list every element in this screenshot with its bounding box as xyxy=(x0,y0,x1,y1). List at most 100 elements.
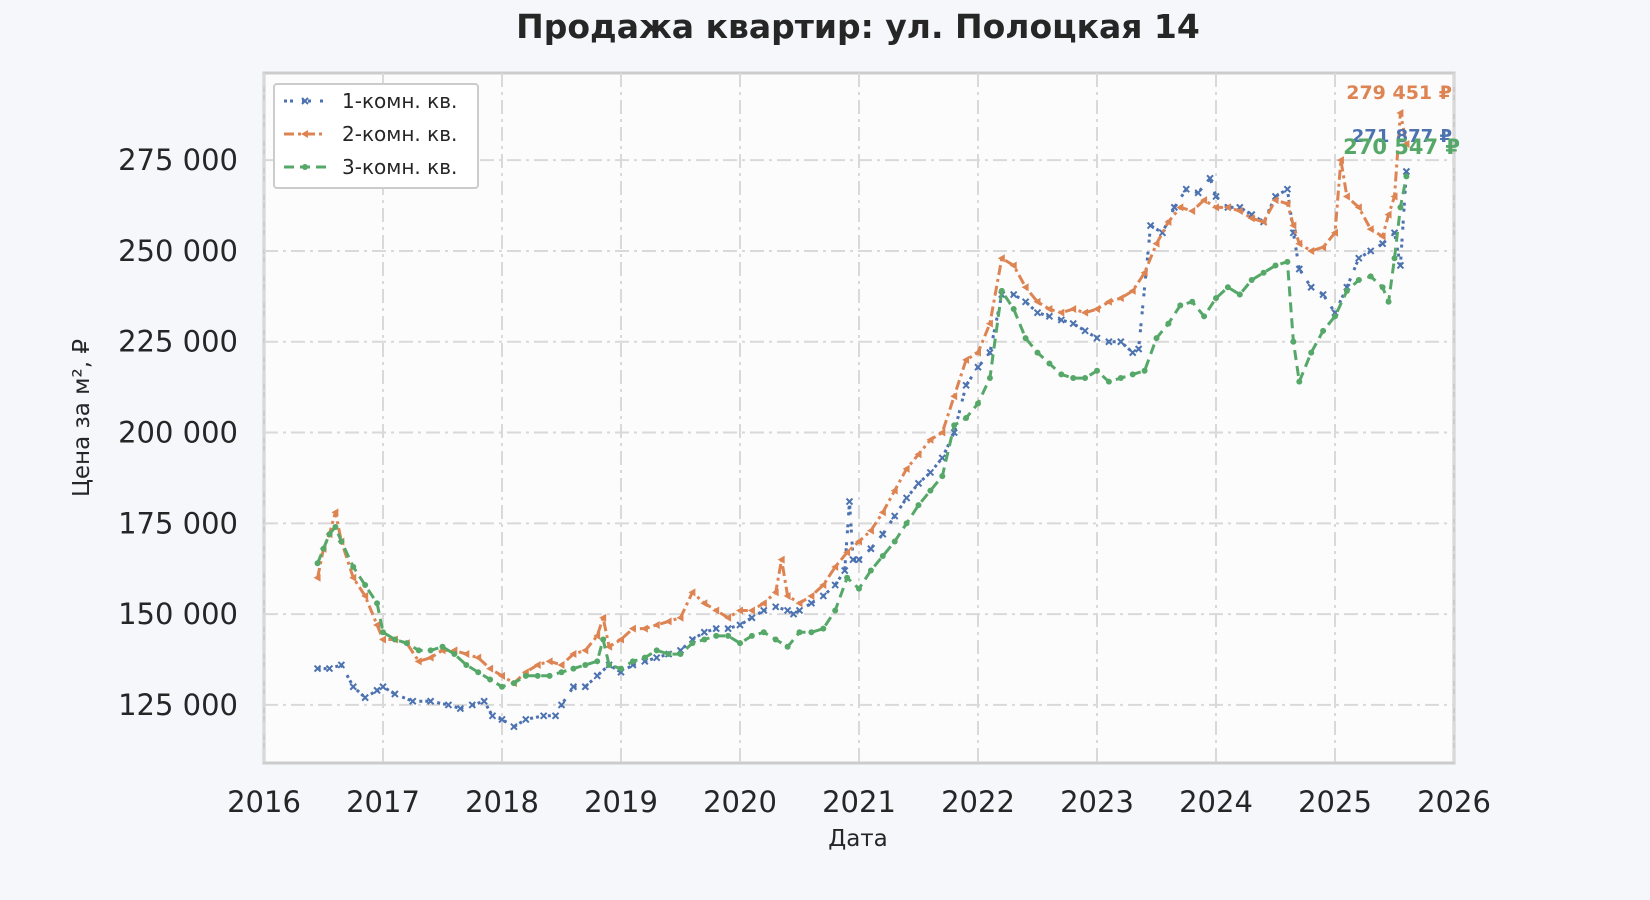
data-point xyxy=(640,624,648,633)
data-point xyxy=(725,632,732,639)
data-point xyxy=(415,647,422,654)
data-point xyxy=(1260,269,1267,276)
data-point xyxy=(325,664,334,673)
data-point xyxy=(760,629,767,636)
x-tick-label: 2026 xyxy=(1417,785,1491,819)
data-point xyxy=(1141,367,1148,374)
data-point xyxy=(581,646,589,655)
data-point xyxy=(1224,284,1231,291)
data-point xyxy=(879,530,887,538)
data-point xyxy=(617,635,624,644)
data-point xyxy=(700,599,708,608)
data-point xyxy=(1164,217,1172,226)
data-point xyxy=(713,632,720,639)
data-point xyxy=(510,722,518,731)
data-point xyxy=(664,617,672,626)
data-point xyxy=(843,548,851,557)
data-point xyxy=(582,661,589,668)
data-point xyxy=(1355,277,1362,283)
data-point xyxy=(1396,261,1405,270)
data-point xyxy=(819,581,827,590)
data-point xyxy=(1094,367,1100,374)
data-point xyxy=(1385,298,1392,305)
data-point xyxy=(426,653,434,662)
data-point xyxy=(1390,192,1398,201)
data-point xyxy=(379,683,387,691)
data-point xyxy=(331,508,339,517)
data-point xyxy=(891,538,898,545)
data-point xyxy=(414,657,422,666)
data-point xyxy=(890,512,899,520)
legend-marker xyxy=(302,164,308,170)
data-point xyxy=(1009,261,1017,270)
data-point xyxy=(534,672,541,679)
data-point xyxy=(380,629,386,636)
data-point xyxy=(1140,268,1148,277)
data-point xyxy=(1069,319,1077,328)
data-point xyxy=(1384,210,1392,219)
data-point xyxy=(1284,258,1291,265)
data-point xyxy=(558,669,565,676)
data-point xyxy=(486,664,494,673)
data-point xyxy=(338,538,345,545)
data-point xyxy=(1165,320,1172,327)
x-tick-label: 2025 xyxy=(1298,785,1372,819)
data-point xyxy=(701,636,708,643)
data-point xyxy=(926,435,934,444)
data-point xyxy=(890,486,898,495)
data-point xyxy=(831,562,839,571)
data-point xyxy=(1146,221,1155,230)
data-point xyxy=(748,632,755,639)
data-point xyxy=(1307,246,1315,255)
data-point xyxy=(1308,349,1315,356)
legend-item: 1-комн. кв. xyxy=(284,89,457,113)
series-lines xyxy=(313,108,1411,731)
data-point xyxy=(736,606,743,615)
data-point xyxy=(1046,360,1053,367)
data-point xyxy=(1021,298,1030,306)
data-point xyxy=(867,545,875,553)
data-point xyxy=(1201,313,1208,320)
data-point xyxy=(629,658,636,665)
data-point xyxy=(1200,196,1208,205)
data-point xyxy=(1117,375,1124,382)
data-point xyxy=(468,701,476,709)
legend-marker xyxy=(301,130,308,138)
y-tick-label: 275 000 xyxy=(118,143,238,177)
data-point xyxy=(439,643,446,650)
data-point xyxy=(349,573,357,582)
data-point xyxy=(1295,239,1303,248)
data-point xyxy=(539,712,548,720)
data-point xyxy=(677,651,684,658)
data-point xyxy=(373,621,381,629)
data-point xyxy=(426,697,435,705)
data-point xyxy=(1378,232,1386,241)
data-point xyxy=(1354,203,1362,212)
data-point xyxy=(712,624,720,633)
data-point xyxy=(1296,378,1303,385)
data-point xyxy=(1177,302,1184,309)
data-point xyxy=(1212,203,1219,212)
data-point xyxy=(724,624,732,633)
x-tick-label: 2021 xyxy=(822,785,896,819)
data-point xyxy=(1319,243,1327,252)
data-point xyxy=(855,555,863,564)
data-point xyxy=(759,599,767,608)
data-point xyxy=(600,636,607,643)
data-point xyxy=(951,422,958,429)
data-point xyxy=(1105,338,1113,346)
legend-box xyxy=(273,83,479,189)
data-point xyxy=(522,715,530,724)
data-point xyxy=(1116,294,1124,303)
data-point xyxy=(605,642,613,651)
data-point xyxy=(462,650,470,659)
data-point xyxy=(737,640,743,647)
legend-label: 2-комн. кв. xyxy=(342,122,457,146)
data-point xyxy=(1057,308,1065,317)
data-point xyxy=(488,712,497,720)
data-point xyxy=(772,636,779,643)
data-point xyxy=(819,592,828,600)
data-point xyxy=(1379,284,1386,291)
data-point xyxy=(845,497,854,506)
data-point xyxy=(998,287,1005,294)
